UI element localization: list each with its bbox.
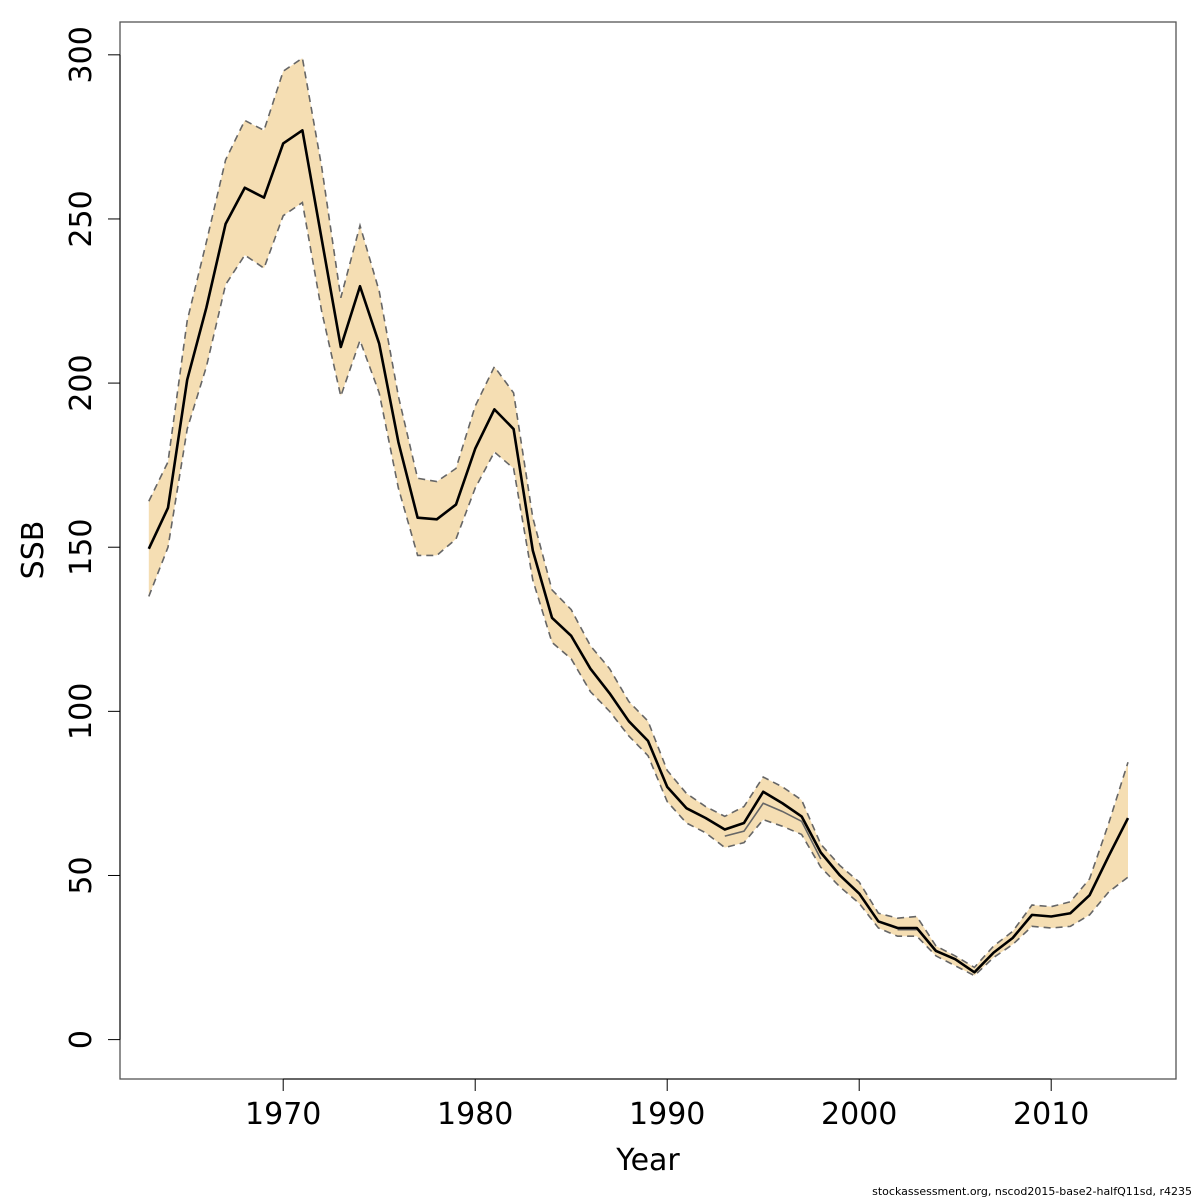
y-tick-label: 150 [64,519,99,576]
y-axis: 0 50 100 150 200 250 300 [64,26,121,1049]
plot-layer [147,56,1130,977]
x-axis-title: Year [615,1143,680,1178]
y-tick-label: 0 [64,1030,99,1049]
x-tick-label: 1970 [245,1097,321,1132]
y-tick-label: 100 [64,683,99,740]
x-tick-label: 2010 [1013,1097,1089,1132]
y-tick-label: 200 [64,354,99,411]
footer-credit: stockassessment.org, nscod2015-base2-hal… [872,1185,1192,1198]
x-tick-label: 1990 [629,1097,705,1132]
lower-bound-line [148,201,1129,977]
x-tick-label: 2000 [821,1097,897,1132]
confidence-band [148,58,1129,976]
upper-bound-line [148,56,1129,969]
x-axis: 1970 1980 1990 2000 2010 [245,1078,1089,1132]
ssb-estimate-line [147,129,1130,974]
y-tick-label: 50 [64,856,99,894]
y-tick-label: 250 [64,190,99,247]
y-tick-label: 300 [64,26,99,83]
y-axis-title: SSB [16,521,51,580]
inner-estimate-line [724,802,917,931]
x-tick-label: 1980 [437,1097,513,1132]
